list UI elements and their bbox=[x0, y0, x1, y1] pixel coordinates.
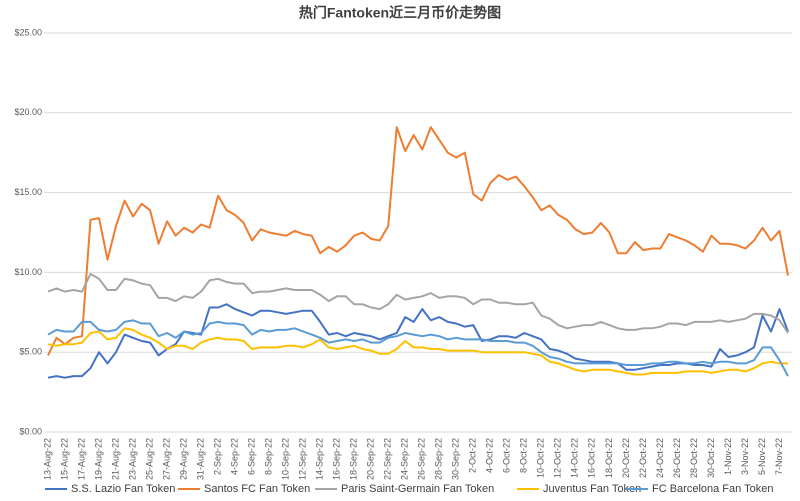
chart-title: 热门Fantoken近三月币价走势图 bbox=[299, 5, 501, 21]
x-tick-label: 2-Oct-22 bbox=[468, 438, 478, 473]
x-tick-label: 12-Oct-22 bbox=[553, 438, 563, 478]
y-tick-label: $5.00 bbox=[19, 347, 42, 357]
x-tick-label: 1-Nov-22 bbox=[723, 438, 733, 475]
legend-label: Paris Saint-Germain Fan Token bbox=[341, 483, 494, 495]
x-tick-label: 4-Oct-22 bbox=[485, 438, 495, 473]
x-tick-label: 8-Oct-22 bbox=[519, 438, 529, 473]
x-tick-label: 17-Aug-22 bbox=[76, 438, 86, 480]
x-tick-label: 14-Sep-22 bbox=[315, 438, 325, 480]
legend-label: S.S. Lazio Fan Token bbox=[71, 483, 175, 495]
x-tick-label: 13-Aug-22 bbox=[42, 438, 52, 480]
x-tick-label: 18-Oct-22 bbox=[604, 438, 614, 478]
x-tick-label: 31-Aug-22 bbox=[195, 438, 205, 480]
x-tick-label: 22-Sep-22 bbox=[383, 438, 393, 480]
x-tick-label: 5-Nov-22 bbox=[757, 438, 767, 475]
x-tick-label: 7-Nov-22 bbox=[774, 438, 784, 475]
x-tick-label: 24-Oct-22 bbox=[655, 438, 665, 478]
x-tick-label: 4-Sep-22 bbox=[230, 438, 240, 475]
x-tick-label: 10-Sep-22 bbox=[281, 438, 291, 480]
x-tick-label: 24-Sep-22 bbox=[400, 438, 410, 480]
x-tick-label: 26-Oct-22 bbox=[672, 438, 682, 478]
x-tick-label: 20-Sep-22 bbox=[366, 438, 376, 480]
series-line bbox=[47, 126, 789, 356]
x-tick-label: 15-Aug-22 bbox=[59, 438, 69, 480]
x-tick-label: 6-Oct-22 bbox=[502, 438, 512, 473]
x-tick-label: 3-Nov-22 bbox=[740, 438, 750, 475]
y-tick-label: $10.00 bbox=[14, 267, 42, 277]
series-line bbox=[47, 327, 788, 376]
x-tick-label: 28-Oct-22 bbox=[689, 438, 699, 478]
x-tick-label: 23-Aug-22 bbox=[127, 438, 137, 480]
x-tick-label: 18-Sep-22 bbox=[349, 438, 359, 480]
y-tick-label: $0.00 bbox=[19, 426, 42, 436]
x-tick-label: 28-Sep-22 bbox=[434, 438, 444, 480]
x-tick-label: 21-Aug-22 bbox=[110, 438, 120, 480]
legend-label: Santos FC Fan Token bbox=[204, 483, 310, 495]
x-tick-label: 22-Oct-22 bbox=[638, 438, 648, 478]
x-tick-label: 16-Sep-22 bbox=[332, 438, 342, 480]
series-line bbox=[47, 303, 789, 379]
series-line bbox=[47, 273, 789, 334]
x-tick-label: 12-Sep-22 bbox=[298, 438, 308, 480]
x-tick-label: 19-Aug-22 bbox=[93, 438, 103, 480]
x-tick-label: 30-Oct-22 bbox=[706, 438, 716, 478]
x-tick-label: 6-Sep-22 bbox=[247, 438, 257, 475]
series-line bbox=[47, 319, 789, 377]
x-tick-label: 26-Sep-22 bbox=[417, 438, 427, 480]
y-tick-label: $25.00 bbox=[14, 27, 42, 37]
y-tick-label: $15.00 bbox=[14, 187, 42, 197]
x-tick-label: 30-Sep-22 bbox=[451, 438, 461, 480]
x-tick-label: 2-Sep-22 bbox=[212, 438, 222, 475]
legend-label: Juventus Fan Token bbox=[543, 483, 641, 495]
x-tick-label: 14-Oct-22 bbox=[570, 438, 580, 478]
legend-label: FC Barcelona Fan Token bbox=[652, 483, 773, 495]
x-tick-label: 29-Aug-22 bbox=[178, 438, 188, 480]
x-tick-label: 25-Aug-22 bbox=[144, 438, 154, 480]
x-tick-label: 10-Oct-22 bbox=[536, 438, 546, 478]
x-tick-label: 8-Sep-22 bbox=[264, 438, 274, 475]
y-tick-label: $20.00 bbox=[14, 107, 42, 117]
x-tick-label: 20-Oct-22 bbox=[621, 438, 631, 478]
x-tick-label: 16-Oct-22 bbox=[587, 438, 597, 478]
x-tick-label: 27-Aug-22 bbox=[161, 438, 171, 480]
